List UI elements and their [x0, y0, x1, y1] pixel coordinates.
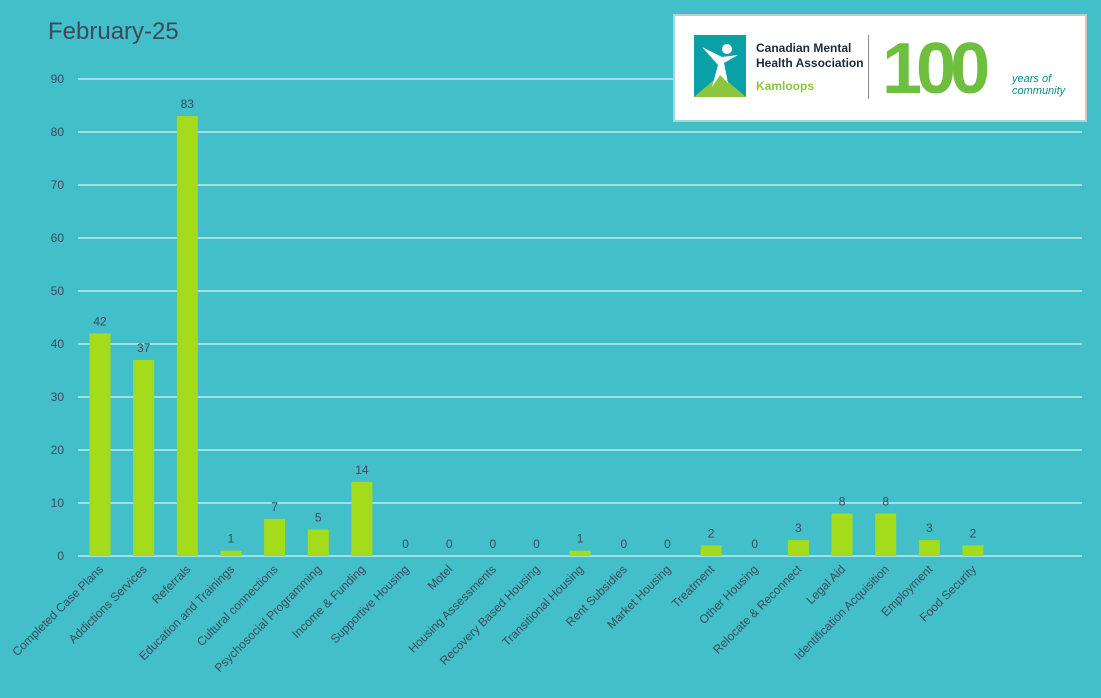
data-label: 3 — [926, 521, 933, 535]
data-label: 14 — [355, 463, 369, 477]
y-tick-label: 10 — [51, 496, 65, 510]
data-label: 0 — [664, 537, 671, 551]
cmha-figure-icon — [694, 35, 746, 97]
y-tick-label: 80 — [51, 125, 65, 139]
bar — [918, 540, 940, 556]
data-label: 8 — [839, 495, 846, 509]
data-label: 7 — [271, 500, 278, 514]
bar — [875, 513, 897, 556]
bar — [176, 116, 198, 556]
bar — [700, 545, 722, 556]
anniversary-text: years of community — [1012, 73, 1066, 97]
data-label: 1 — [228, 532, 235, 546]
bar — [962, 545, 984, 556]
chart-title: February-25 — [48, 18, 179, 45]
bar — [220, 550, 242, 556]
data-label: 1 — [577, 532, 584, 546]
data-label: 2 — [970, 526, 977, 540]
x-tick-label: Income & Funding — [289, 562, 368, 641]
data-label: 0 — [533, 537, 540, 551]
y-tick-label: 20 — [51, 443, 65, 457]
bar — [264, 518, 286, 556]
x-tick-label: Transitional Housing — [499, 562, 586, 649]
data-label: 0 — [751, 537, 758, 551]
y-tick-label: 40 — [51, 337, 65, 351]
data-label: 83 — [181, 97, 195, 111]
data-label: 0 — [620, 537, 627, 551]
anniversary-100-mark: 100 — [882, 33, 994, 103]
data-label: 8 — [882, 495, 889, 509]
x-tick-label: Referrals — [149, 562, 193, 606]
data-label: 42 — [93, 314, 107, 328]
x-tick-label: Addictions Services — [66, 562, 150, 646]
data-label: 2 — [708, 526, 715, 540]
x-tick-label: Relocate & Reconnect — [710, 562, 805, 657]
logo-divider — [868, 35, 869, 99]
bar — [89, 333, 111, 556]
y-tick-label: 30 — [51, 390, 65, 404]
data-label: 0 — [446, 537, 453, 551]
anniversary-number: 100 — [882, 33, 988, 103]
bar — [307, 529, 329, 556]
data-label: 0 — [490, 537, 497, 551]
org-city: Kamloops — [756, 79, 815, 93]
org-name: Canadian Mental Health Association — [756, 41, 864, 70]
bar — [133, 359, 155, 556]
x-tick-label: Legal Aid — [803, 562, 848, 607]
bar — [569, 550, 591, 556]
data-label: 37 — [137, 341, 151, 355]
y-tick-label: 70 — [51, 178, 65, 192]
y-tick-label: 0 — [57, 549, 64, 563]
bar — [787, 540, 809, 556]
y-tick-label: 90 — [51, 72, 65, 86]
x-tick-label: Supportive Housing — [328, 562, 412, 646]
data-label: 3 — [795, 521, 802, 535]
x-tick-label: Motel — [425, 562, 456, 593]
cmha-logo: Canadian Mental Health Association Kamlo… — [673, 14, 1087, 122]
data-label: 5 — [315, 511, 322, 525]
bar — [351, 481, 373, 556]
data-label: 0 — [402, 537, 409, 551]
x-tick-label: Cultural connections — [194, 562, 281, 649]
y-tick-label: 50 — [51, 284, 65, 298]
bar — [831, 513, 853, 556]
y-tick-label: 60 — [51, 231, 65, 245]
